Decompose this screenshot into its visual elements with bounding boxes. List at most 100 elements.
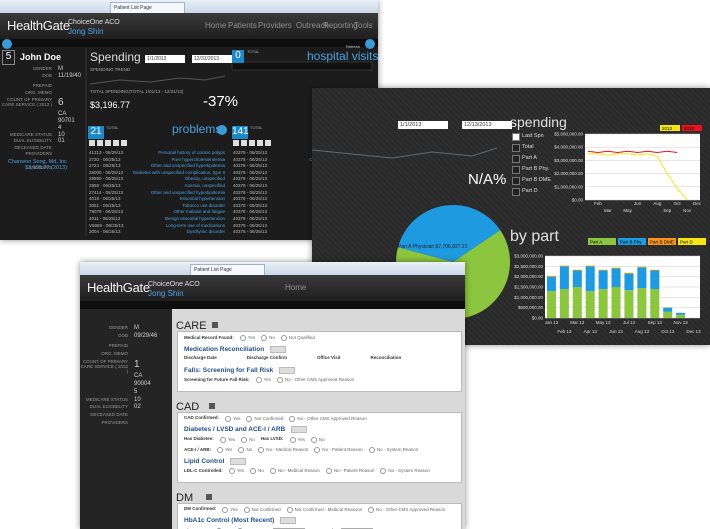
date-input[interactable]: 12/31/2013: [192, 55, 232, 63]
radio-option[interactable]: Yes: [240, 335, 255, 341]
legend-label: Part A: [590, 240, 602, 245]
row-desc[interactable]: Long-term use of medications: [165, 222, 225, 228]
checkbox[interactable]: [512, 155, 520, 163]
refresh[interactable]: Refresh: [346, 44, 361, 49]
radio-option[interactable]: Not Confirmed: [244, 507, 281, 513]
row-desc[interactable]: Benign essential hypertension: [164, 216, 225, 221]
edit-button[interactable]: [279, 366, 296, 374]
bar-segment: [572, 270, 582, 287]
radio-option[interactable]: Yes: [225, 416, 240, 422]
bar-segment: [585, 291, 595, 318]
bar-segment: [624, 290, 634, 318]
nav-item[interactable]: Patients: [228, 21, 257, 30]
browser-tab[interactable]: Patient List Page: [110, 2, 185, 13]
patient-name: John Doe: [20, 52, 62, 62]
row-desc[interactable]: Essential hypertension: [179, 196, 225, 202]
bar-segment: [585, 265, 595, 267]
radio-option[interactable]: Not Confirmed: [246, 416, 283, 422]
radio-option[interactable]: Yes: [256, 377, 271, 383]
radio-option[interactable]: No - Other CMS Approved Reason: [289, 416, 366, 422]
nav-item[interactable]: Tools: [354, 21, 373, 30]
nav-item[interactable]: Reporting: [323, 21, 358, 30]
field-value: $3,196.77 (2013): [25, 165, 67, 171]
input-box[interactable]: [272, 527, 305, 529]
input-box[interactable]: [340, 527, 373, 529]
checkbox[interactable]: [512, 144, 520, 152]
radio-option[interactable]: Yes: [229, 468, 244, 474]
row-desc[interactable]: Other and unspecified hyperlipidemia: [150, 163, 225, 169]
row-desc[interactable]: Other and unspecified hyperlipidemia: [150, 189, 225, 195]
x-tick-label: Sep: [663, 208, 672, 213]
radio-option[interactable]: No - Other CMS Approved Reason: [368, 507, 445, 513]
field-label: DUAL ELIGIBILITY: [89, 404, 128, 409]
x-tick-label: Jan 13: [545, 320, 559, 325]
user-name[interactable]: Jong Shin: [68, 27, 104, 36]
row-desc[interactable]: Pure hypercholesterolemia: [171, 156, 225, 162]
nav-arrow: [2, 39, 12, 49]
row-code: 3004 - 06/25/13: [89, 229, 121, 235]
x-tick-label: May 13: [596, 320, 611, 325]
edit-button[interactable]: [270, 345, 287, 353]
toggle[interactable]: [212, 322, 218, 328]
radio-option[interactable]: No - Medical Reason: [258, 447, 308, 453]
bar-segment: [650, 289, 660, 318]
field-label: COUNT OF PRIMARY CARE SERVICE ( 2012 ): [80, 359, 128, 374]
radio-option[interactable]: No: [311, 437, 325, 443]
nav-item[interactable]: Home: [285, 283, 307, 292]
field-label: PROVIDERS: [101, 420, 128, 425]
edit-button[interactable]: [291, 426, 308, 434]
radio-option[interactable]: Not Qualified: [281, 335, 315, 341]
browser-tab[interactable]: Patient List Page: [190, 264, 265, 275]
edit-button[interactable]: [280, 517, 297, 525]
user-name[interactable]: Jong Shin: [148, 289, 184, 298]
radio-option[interactable]: No: [250, 468, 264, 474]
checkbox[interactable]: [512, 166, 520, 174]
checkbox[interactable]: [512, 177, 520, 185]
row-desc[interactable]: Obesity, unspecified: [184, 176, 225, 182]
form-panel: DM Confirmed: Yes Not Confirmed Not Confirm…: [177, 502, 462, 529]
field-value: CA: [134, 373, 143, 379]
radio-option[interactable]: No: [238, 447, 252, 453]
form-row: LDL-C Controlled: Yes No No - Medical Reaso…: [184, 468, 430, 474]
date-input[interactable]: 1/1/2013: [398, 121, 448, 129]
x-tick-label: Jul 13: [623, 320, 636, 325]
x-tick-label: Jun: [634, 201, 642, 206]
row-desc[interactable]: Dysthymic disorder: [186, 229, 225, 235]
radio-option[interactable]: No: [261, 335, 275, 341]
radio-option[interactable]: No - Other CMS Approved Reason: [277, 377, 354, 383]
toggle[interactable]: [209, 402, 215, 409]
date-input[interactable]: 1/1/2013: [145, 55, 185, 63]
radio-option[interactable]: No - Patient Reason: [326, 468, 375, 474]
legend-label: Part B Phy.: [620, 240, 642, 245]
row-desc[interactable]: Diabetes with unspecified complication, …: [132, 169, 225, 175]
row-desc[interactable]: Tobacco use disorder: [182, 202, 225, 208]
radio-option[interactable]: Yes: [220, 437, 235, 443]
radio-option[interactable]: No - System Reason: [369, 447, 419, 453]
radio-option[interactable]: No: [241, 437, 255, 443]
row-code: 40378 - 06/25/13: [233, 156, 268, 162]
checkbox[interactable]: [512, 133, 520, 141]
row-desc[interactable]: Anemia, unspecified: [184, 183, 225, 188]
nav-item[interactable]: Outreach: [296, 21, 329, 30]
form-row: Medical Record Found: Yes No Not Qualified: [184, 335, 315, 341]
radio-option[interactable]: No - Medical Reason: [270, 468, 320, 474]
row-desc[interactable]: Other malaise and fatigue: [173, 209, 225, 215]
bar-segment: [624, 272, 634, 274]
radio-option[interactable]: No - Patient Reason: [314, 447, 363, 453]
provider[interactable]: Chanwoo Song, Md, Inc: [8, 159, 67, 165]
radio-option[interactable]: Yes: [222, 507, 237, 513]
checkbox[interactable]: [512, 188, 520, 196]
change-value: -37%: [203, 93, 239, 110]
date-input[interactable]: 12/13/2013: [462, 121, 512, 129]
radio-option[interactable]: Not Confirmed - Medical Reasons: [287, 507, 363, 513]
nav-item[interactable]: Home: [205, 21, 227, 30]
radio-option[interactable]: Yes: [290, 437, 305, 443]
row-code: 40378 - 06/25/13: [233, 150, 268, 155]
edit-button[interactable]: [230, 457, 247, 465]
field-label: DUAL ELIGIBILITY: [13, 138, 52, 143]
radio-option[interactable]: No - System Reason: [380, 468, 430, 474]
row-desc[interactable]: Personal history of colonic polyps: [158, 150, 225, 155]
nav-item[interactable]: Providers: [258, 21, 292, 30]
toggle[interactable]: [206, 493, 212, 500]
radio-option[interactable]: Yes: [217, 447, 232, 453]
